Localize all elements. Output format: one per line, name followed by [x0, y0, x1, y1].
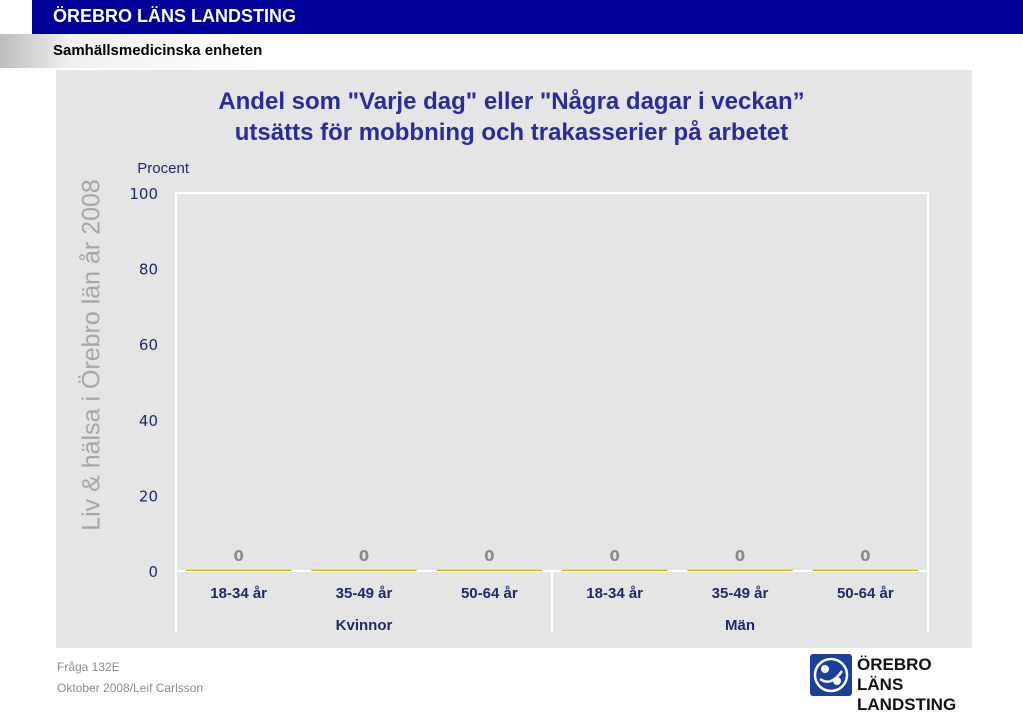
group-label: Kvinnor [336, 617, 393, 634]
data-label: 0 [735, 547, 745, 565]
y-tick-label: 20 [139, 487, 158, 505]
data-label: 0 [359, 547, 369, 565]
bar [812, 569, 918, 571]
bar [311, 569, 417, 571]
x-tick-label: 50-64 år [461, 585, 518, 602]
chart-title-line2: utsätts för mobbning och trakasserier på… [234, 119, 789, 146]
x-tick-label: 35-49 år [336, 585, 393, 602]
y-axis-label: Procent [137, 160, 190, 177]
y-tick-label: 0 [148, 563, 158, 581]
data-label: 0 [609, 547, 619, 565]
bar [562, 569, 668, 571]
subheader-title: Samhällsmedicinska enheten [53, 42, 263, 59]
x-tick-label: 35-49 år [712, 585, 769, 602]
bar [436, 569, 542, 571]
landsting-logo-icon [810, 654, 852, 696]
bar [687, 569, 793, 571]
footer-question: Fråga 132E [57, 660, 120, 674]
data-label: 0 [484, 547, 494, 565]
x-tick-label: 18-34 år [210, 585, 267, 602]
y-tick-label: 40 [139, 412, 158, 430]
data-label: 0 [233, 547, 243, 565]
x-tick-label: 18-34 år [586, 585, 643, 602]
data-label: 0 [860, 547, 870, 565]
chart-title: Andel som "Varje dag" eller "Några dagar… [0, 86, 1023, 148]
y-tick-label: 80 [139, 261, 158, 279]
subheader-bar: Samhällsmedicinska enheten [0, 34, 1023, 68]
plot-area [175, 192, 929, 572]
landsting-logo: ÖREBRO LÄNS LANDSTING [810, 654, 972, 714]
footer-date-author: Oktober 2008/Leif Carlsson [57, 681, 204, 695]
group-label: Män [725, 617, 755, 634]
x-tick-label: 50-64 år [837, 585, 894, 602]
header-title: ÖREBRO LÄNS LANDSTING [53, 6, 296, 26]
y-tick-label: 60 [139, 336, 158, 354]
logo-text: ÖREBRO LÄNS LANDSTING [857, 655, 972, 715]
logo-line1: ÖREBRO LÄNS [857, 655, 932, 694]
y-tick-label: 100 [129, 185, 158, 203]
bar [186, 569, 292, 571]
header-bar: ÖREBRO LÄNS LANDSTING [32, 0, 1023, 34]
chart-title-line1: Andel som "Varje dag" eller "Några dagar… [218, 88, 805, 115]
logo-line2: LANDSTING [857, 695, 957, 714]
